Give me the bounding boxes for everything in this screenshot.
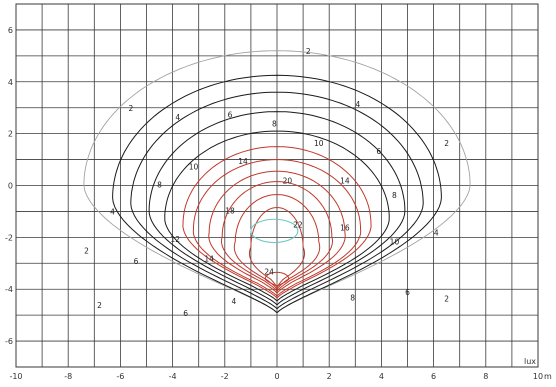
value-unit-label: lux bbox=[524, 357, 536, 366]
contour-label: 4 bbox=[434, 228, 439, 237]
contour-label: 2 bbox=[84, 247, 89, 256]
grid bbox=[15, 3, 539, 368]
contour-10 bbox=[164, 130, 390, 302]
contour-labels: 2222224444466666888810101012141414161820… bbox=[84, 47, 449, 318]
contour-label: 6 bbox=[183, 309, 188, 318]
contour-20 bbox=[233, 194, 321, 290]
contour-22 bbox=[249, 206, 305, 289]
x-tick-label: -2 bbox=[221, 372, 229, 381]
contour-label: 4 bbox=[110, 208, 115, 217]
y-tick-label: 2 bbox=[8, 130, 13, 139]
contour-label: 14 bbox=[238, 157, 248, 166]
x-tick-label: 6 bbox=[431, 372, 436, 381]
contour-label: 22 bbox=[293, 221, 303, 230]
contour-label: 16 bbox=[340, 223, 350, 232]
y-tick-label: 6 bbox=[8, 26, 13, 35]
contour-label: 6 bbox=[405, 288, 410, 297]
x-tick-label: -8 bbox=[64, 372, 72, 381]
contour-label: 14 bbox=[204, 254, 214, 263]
x-tick-label: 0 bbox=[274, 372, 279, 381]
contour-label: 6 bbox=[134, 257, 139, 266]
x-tick-label: -10 bbox=[9, 372, 22, 381]
contour-label: 4 bbox=[175, 113, 180, 122]
y-tick-label: -4 bbox=[5, 285, 13, 294]
contour-lines bbox=[83, 50, 471, 314]
contour-24 bbox=[264, 271, 290, 288]
y-tick-label: -2 bbox=[5, 233, 13, 242]
contour-label: 10 bbox=[314, 139, 324, 148]
contour-label: 24 bbox=[264, 267, 274, 276]
contour-label: 12 bbox=[170, 235, 180, 244]
contour-label: 8 bbox=[392, 191, 397, 200]
x-tick-label: 10 bbox=[533, 372, 543, 381]
contour-label: 8 bbox=[350, 293, 355, 302]
contour-label: 2 bbox=[444, 295, 449, 304]
contour-label: 2 bbox=[97, 301, 102, 310]
contour-label: 4 bbox=[232, 297, 237, 306]
contour-label: 6 bbox=[228, 110, 233, 119]
contour-label: 2 bbox=[128, 104, 133, 113]
x-unit-label: m bbox=[544, 372, 552, 381]
contour-label: 20 bbox=[283, 177, 293, 186]
y-tick-label: 0 bbox=[8, 182, 13, 191]
contour-label: 8 bbox=[157, 181, 162, 190]
contour-label: 2 bbox=[306, 47, 311, 56]
x-tick-label: -6 bbox=[116, 372, 124, 381]
x-tick-label: 4 bbox=[379, 372, 384, 381]
x-tick-label: 2 bbox=[327, 372, 332, 381]
contour-inner bbox=[250, 218, 299, 244]
contour-16 bbox=[208, 170, 346, 294]
contour-label: 10 bbox=[189, 162, 199, 171]
contour-label: 8 bbox=[272, 120, 277, 129]
contour-18 bbox=[220, 181, 334, 292]
contour-label: 6 bbox=[376, 147, 381, 156]
contour-label: 2 bbox=[444, 139, 449, 148]
contour-4 bbox=[112, 74, 442, 314]
contour-14 bbox=[192, 159, 362, 297]
y-tick-label: -6 bbox=[5, 337, 13, 346]
contour-label: 10 bbox=[390, 238, 400, 247]
x-tick-label: -4 bbox=[169, 372, 177, 381]
contour-8 bbox=[148, 111, 406, 306]
contour-label: 18 bbox=[225, 206, 235, 215]
contour-label: 4 bbox=[356, 100, 361, 109]
contour-label: 14 bbox=[340, 177, 350, 186]
contour-12 bbox=[182, 146, 372, 299]
contour-6 bbox=[130, 91, 424, 310]
x-tick-label: 8 bbox=[483, 372, 488, 381]
y-tick-label: 4 bbox=[8, 78, 13, 87]
